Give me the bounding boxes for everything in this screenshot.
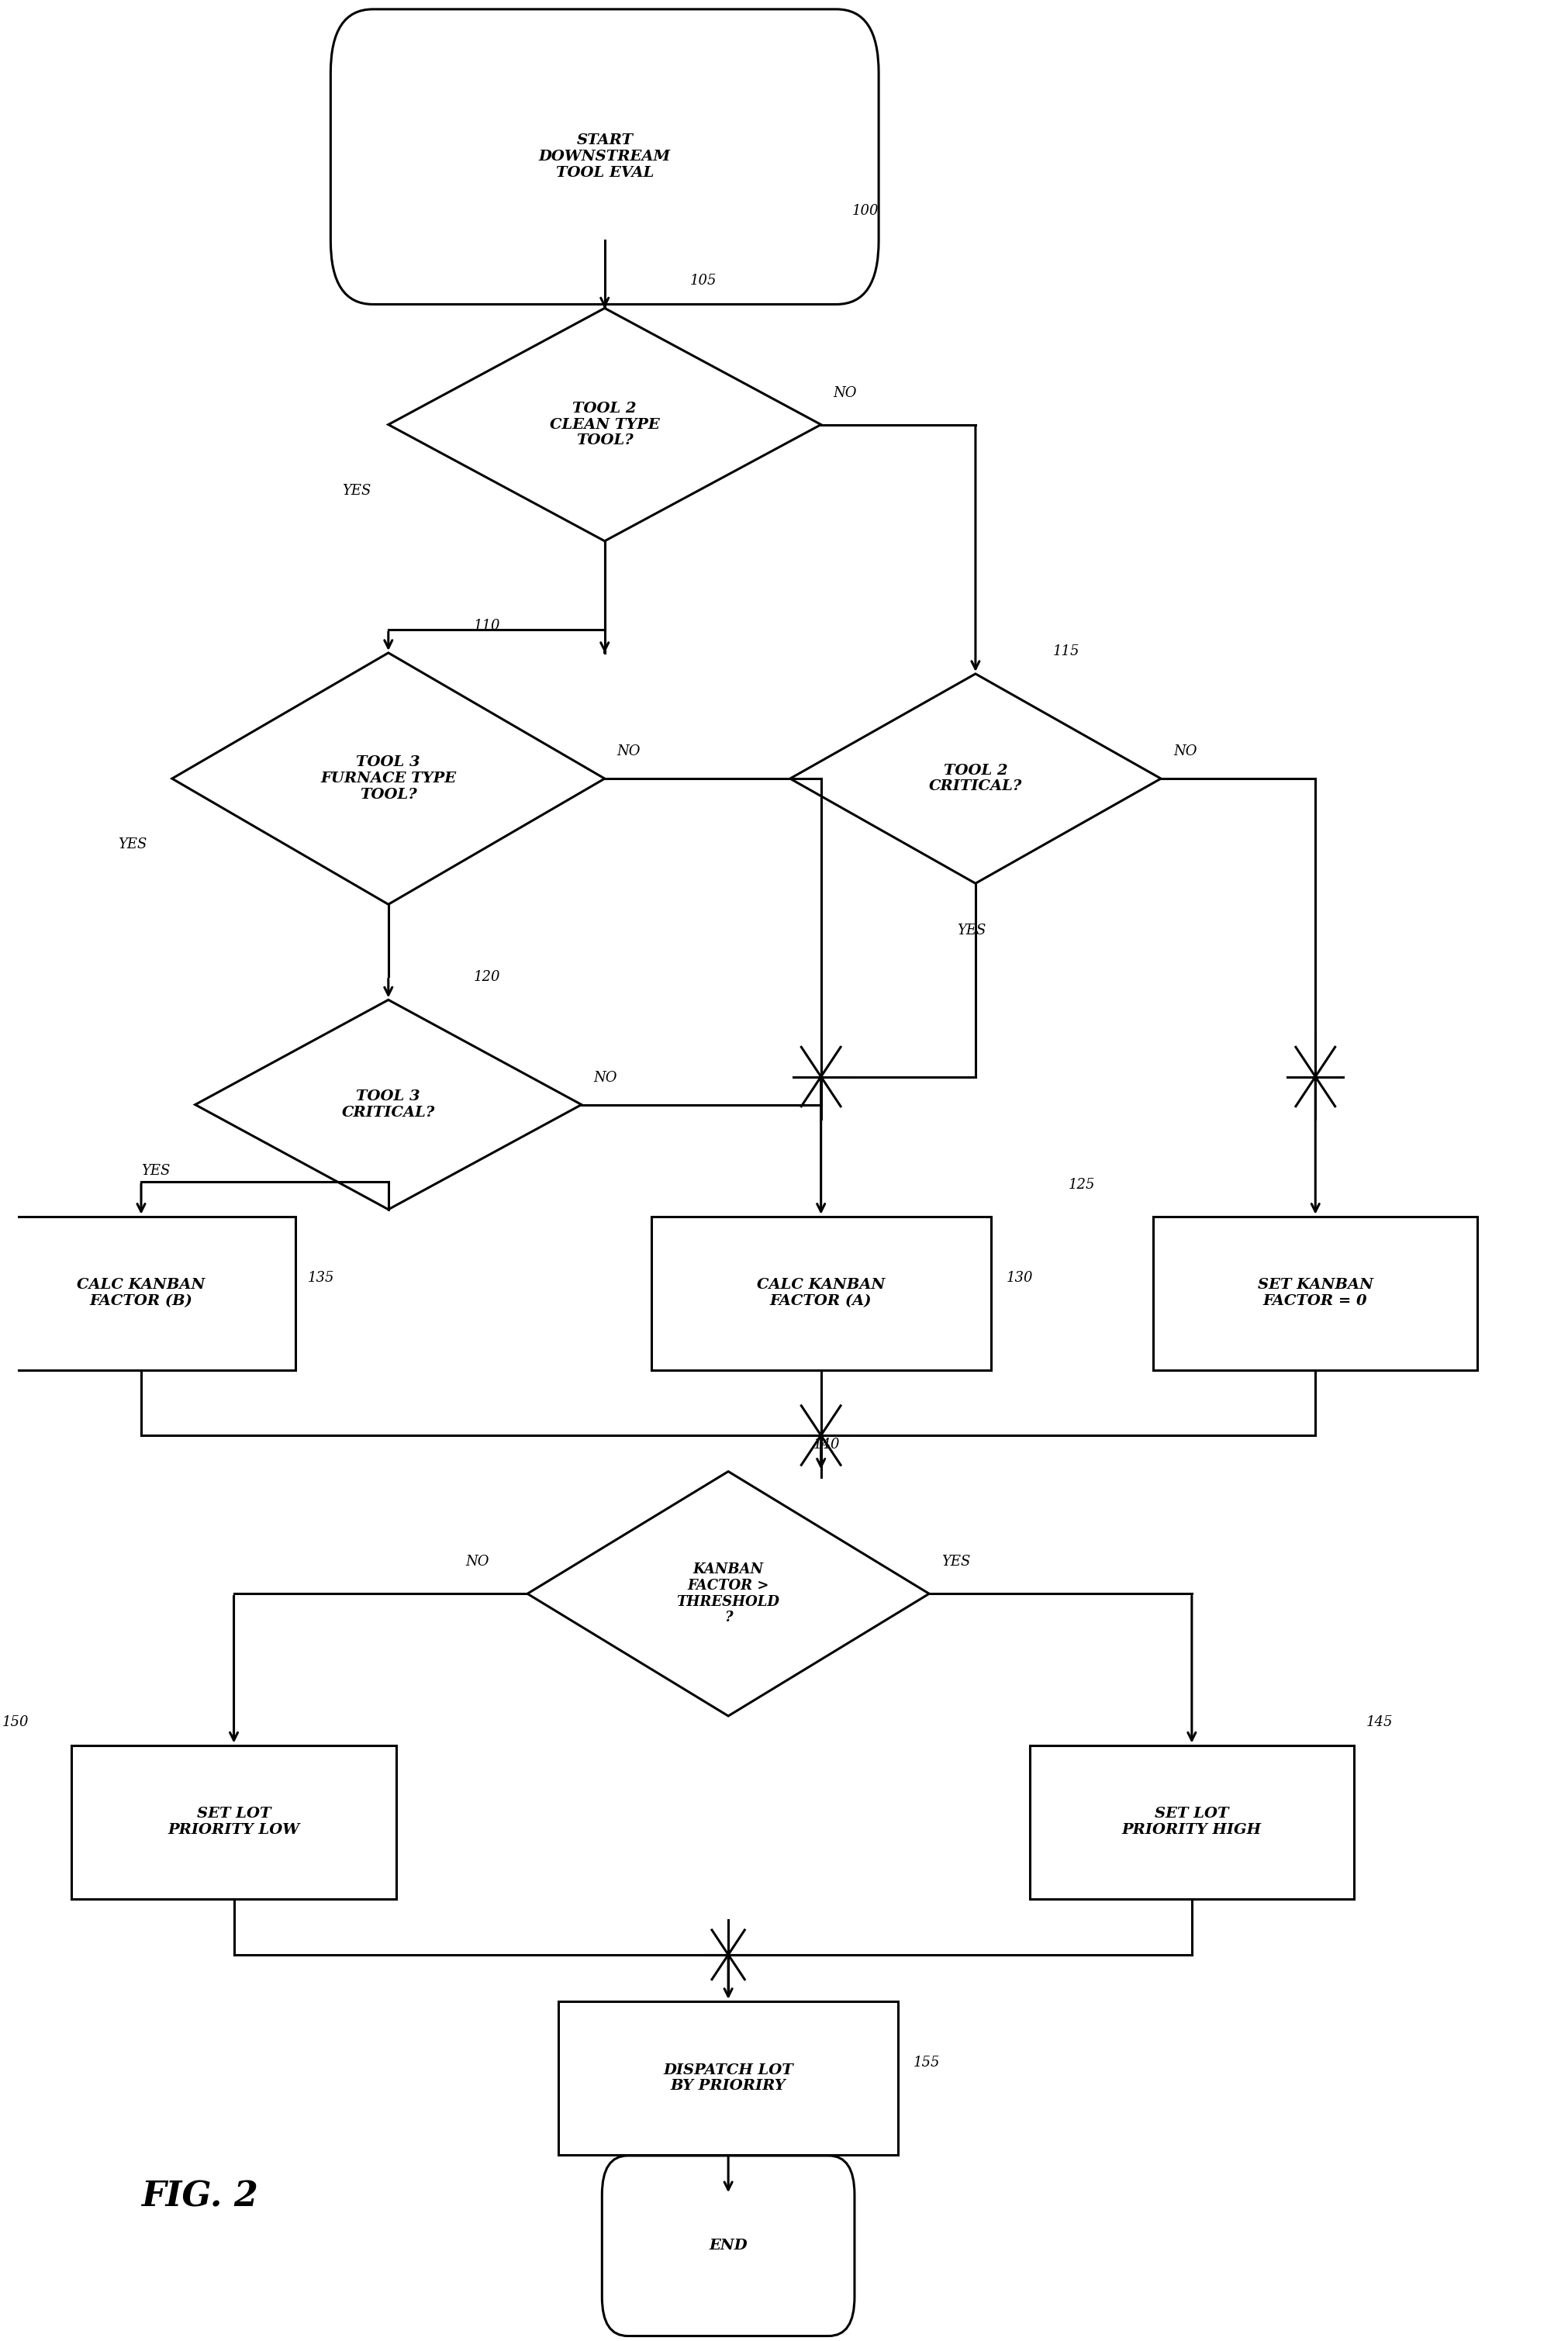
- Text: 135: 135: [307, 1271, 334, 1285]
- Text: END: END: [709, 2238, 748, 2252]
- Text: 105: 105: [690, 274, 717, 288]
- Text: TOOL 2
CLEAN TYPE
TOOL?: TOOL 2 CLEAN TYPE TOOL?: [550, 403, 660, 447]
- Text: KANBAN
FACTOR >
THRESHOLD
?: KANBAN FACTOR > THRESHOLD ?: [677, 1561, 779, 1625]
- Text: FIG. 2: FIG. 2: [141, 2179, 259, 2212]
- Text: NO: NO: [833, 386, 858, 400]
- Text: NO: NO: [618, 744, 641, 758]
- Polygon shape: [172, 653, 605, 904]
- Text: CALC KANBAN
FACTOR (A): CALC KANBAN FACTOR (A): [757, 1278, 884, 1309]
- Bar: [1030, 1744, 1355, 1899]
- Text: YES: YES: [118, 838, 147, 852]
- Bar: [651, 1217, 991, 1369]
- Bar: [0, 1217, 296, 1369]
- Bar: [1152, 1217, 1477, 1369]
- Text: 100: 100: [851, 204, 878, 218]
- Text: NO: NO: [594, 1070, 618, 1084]
- Text: 130: 130: [1007, 1271, 1033, 1285]
- Text: 125: 125: [1068, 1178, 1094, 1192]
- Text: CALC KANBAN
FACTOR (B): CALC KANBAN FACTOR (B): [77, 1278, 205, 1309]
- Text: SET KANBAN
FACTOR = 0: SET KANBAN FACTOR = 0: [1258, 1278, 1374, 1309]
- Text: 155: 155: [914, 2055, 941, 2069]
- Text: DISPATCH LOT
BY PRIORIRY: DISPATCH LOT BY PRIORIRY: [663, 2062, 793, 2093]
- Text: YES: YES: [342, 485, 372, 499]
- Text: TOOL 3
FURNACE TYPE
TOOL?: TOOL 3 FURNACE TYPE TOOL?: [320, 756, 456, 801]
- Text: 115: 115: [1052, 644, 1079, 658]
- Text: YES: YES: [941, 1554, 971, 1568]
- Text: TOOL 3
CRITICAL?: TOOL 3 CRITICAL?: [342, 1089, 434, 1119]
- Text: NO: NO: [466, 1554, 489, 1568]
- FancyBboxPatch shape: [602, 2156, 855, 2336]
- Text: SET LOT
PRIORITY LOW: SET LOT PRIORITY LOW: [168, 1807, 299, 1838]
- Text: YES: YES: [956, 925, 986, 939]
- Polygon shape: [527, 1472, 930, 1716]
- FancyBboxPatch shape: [331, 9, 878, 304]
- Text: 110: 110: [474, 618, 500, 632]
- Bar: [72, 1744, 397, 1899]
- Bar: [558, 2002, 898, 2156]
- Text: SET LOT
PRIORITY HIGH: SET LOT PRIORITY HIGH: [1123, 1807, 1262, 1838]
- Polygon shape: [196, 1000, 582, 1210]
- Text: TOOL 2
CRITICAL?: TOOL 2 CRITICAL?: [928, 763, 1022, 794]
- Text: 140: 140: [814, 1437, 840, 1451]
- Text: 150: 150: [2, 1716, 28, 1730]
- Text: NO: NO: [1173, 744, 1196, 758]
- Polygon shape: [389, 309, 822, 541]
- Text: YES: YES: [141, 1163, 169, 1178]
- Polygon shape: [790, 674, 1160, 883]
- Text: START
DOWNSTREAM
TOOL EVAL: START DOWNSTREAM TOOL EVAL: [539, 133, 671, 180]
- Text: 120: 120: [474, 972, 500, 983]
- Text: 145: 145: [1366, 1716, 1392, 1730]
